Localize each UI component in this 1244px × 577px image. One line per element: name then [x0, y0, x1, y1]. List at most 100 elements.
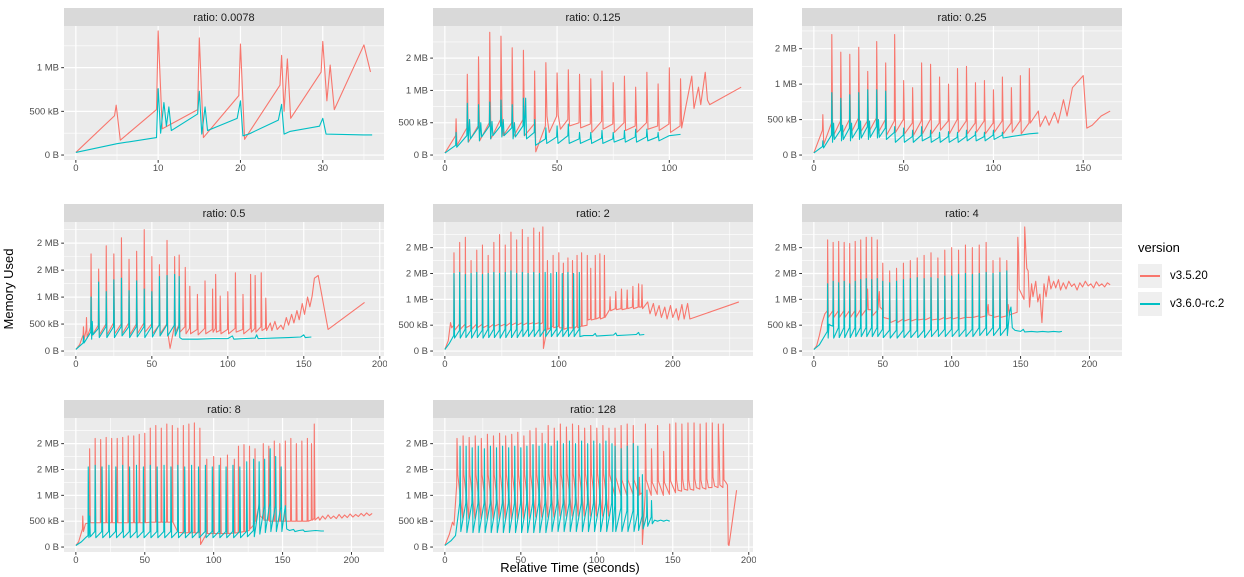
- facet-title: ratio: 0.0078: [193, 12, 254, 24]
- y-tick-label: 1 MB: [406, 490, 428, 501]
- y-tick-label: 2 MB: [37, 464, 59, 475]
- legend-key-line-icon: [1138, 292, 1162, 316]
- x-tick-label: 0: [442, 163, 447, 174]
- series-line-v3.6.0-rc.2: [444, 97, 681, 154]
- facet-ratio-128: ratio: 128 0 50 100 150 200 0 B 500 kB 1 MB 2 MB 2…: [387, 400, 756, 572]
- legend-entry: v3.6.0-rc.2: [1138, 292, 1224, 316]
- x-tick-label: 50: [898, 163, 909, 174]
- x-tick-label: 30: [317, 163, 328, 174]
- y-tick-label: 2 MB: [406, 268, 428, 279]
- x-tick-label: 50: [552, 163, 563, 174]
- y-tick-label: 2 MB: [775, 268, 797, 279]
- series-line-v3.6.0-rc.2: [444, 440, 670, 546]
- x-tick-label: 0: [73, 359, 78, 370]
- facet-ratio-2: ratio: 2 0 100 200 0 B 500 kB 1 MB 2 MB 2 MB: [387, 204, 756, 376]
- y-axis-title: Memory Used: [1, 248, 16, 329]
- y-tick-label: 500 kB: [398, 118, 428, 129]
- y-tick-label: 500 kB: [767, 320, 797, 331]
- facet-strip: [64, 400, 384, 418]
- y-tick-label: 2 MB: [37, 238, 59, 249]
- facet-strip: [433, 204, 753, 222]
- facet-strip: [64, 8, 384, 26]
- x-tick-label: 150: [665, 555, 681, 566]
- facet-ratio-4: ratio: 4 0 50 100 150 200 0 B 500 kB 1 MB 2 MB 2 M…: [756, 204, 1125, 376]
- x-tick-label: 200: [1082, 359, 1098, 370]
- x-tick-label: 100: [220, 359, 236, 370]
- y-tick-label: 2 MB: [406, 53, 428, 64]
- x-tick-label: 100: [944, 359, 960, 370]
- series-line-v3.6.0-rc.2: [813, 270, 1063, 350]
- x-tick-label: 100: [551, 359, 567, 370]
- x-tick-label: 150: [1013, 359, 1029, 370]
- x-axis-title: Relative Time (seconds): [500, 560, 640, 575]
- facet-ratio-0.5: ratio: 0.5 0 50 100 150 200 0 B 500 kB 1 MB 2 MB 2…: [18, 204, 387, 376]
- series-line-v3.5.20: [444, 422, 738, 547]
- x-tick-label: 100: [206, 555, 222, 566]
- y-tick-label: 2 MB: [37, 265, 59, 276]
- x-tick-label: 100: [986, 163, 1002, 174]
- x-tick-label: 0: [73, 163, 78, 174]
- facet-title: ratio: 128: [570, 404, 616, 416]
- y-tick-label: 500 kB: [398, 320, 428, 331]
- y-tick-label: 2 MB: [406, 243, 428, 254]
- y-tick-label: 2 MB: [406, 464, 428, 475]
- x-tick-label: 150: [296, 359, 312, 370]
- facet-title: ratio: 2: [576, 208, 610, 220]
- panel: [64, 222, 384, 356]
- series-line-v3.5.20: [444, 226, 740, 350]
- x-tick-label: 20: [235, 163, 246, 174]
- x-tick-label: 150: [1075, 163, 1091, 174]
- x-tick-label: 50: [877, 359, 888, 370]
- facet-title: ratio: 4: [945, 208, 979, 220]
- x-tick-label: 0: [811, 359, 816, 370]
- y-tick-label: 0 B: [783, 346, 797, 357]
- y-tick-label: 500 kB: [29, 516, 59, 527]
- x-tick-label: 50: [147, 359, 158, 370]
- facet-ratio-8: ratio: 8 0 50 100 150 200 0 B 500 kB 1 MB 2 MB 2 M…: [18, 400, 387, 572]
- facet-strip: [802, 204, 1122, 222]
- series-line-v3.6.0-rc.2: [75, 273, 312, 350]
- x-tick-label: 200: [372, 359, 387, 370]
- y-tick-label: 1 MB: [37, 292, 59, 303]
- legend-key-line-icon: [1138, 264, 1162, 288]
- panel: [64, 26, 384, 160]
- x-tick-label: 200: [665, 359, 681, 370]
- facet-ratio-0.25: ratio: 0.25 0 50 100 150 0 B 500 kB 1 MB 2 MB: [756, 8, 1125, 180]
- x-tick-label: 10: [153, 163, 164, 174]
- y-tick-label: 1 MB: [775, 294, 797, 305]
- panel: [433, 222, 753, 356]
- legend-entry-label: v3.5.20: [1170, 270, 1208, 282]
- series-line-v3.6.0-rc.2: [75, 88, 373, 153]
- y-tick-label: 1 MB: [775, 79, 797, 90]
- x-tick-label: 100: [661, 163, 677, 174]
- y-tick-label: 500 kB: [29, 106, 59, 117]
- x-tick-label: 0: [811, 163, 816, 174]
- facet-title: ratio: 0.25: [938, 12, 987, 24]
- legend-entries: v3.5.20 v3.6.0-rc.2: [1138, 264, 1224, 316]
- x-tick-label: 0: [442, 555, 447, 566]
- y-tick-label: 1 MB: [406, 85, 428, 96]
- x-tick-label: 50: [516, 555, 527, 566]
- x-tick-label: 0: [442, 359, 447, 370]
- panel: [433, 26, 753, 160]
- y-tick-label: 1 MB: [37, 63, 59, 74]
- facet-title: ratio: 8: [207, 404, 241, 416]
- facet-strip: [433, 8, 753, 26]
- legend-title: version: [1138, 240, 1180, 255]
- series-line-v3.5.20: [813, 33, 1111, 154]
- x-tick-label: 200: [344, 555, 360, 566]
- y-tick-label: 0 B: [783, 150, 797, 161]
- x-tick-label: 100: [589, 555, 605, 566]
- facet-title: ratio: 0.125: [565, 12, 620, 24]
- series-line-v3.6.0-rc.2: [444, 270, 645, 350]
- facet-title: ratio: 0.5: [203, 208, 246, 220]
- y-tick-label: 0 B: [45, 346, 59, 357]
- x-tick-label: 50: [139, 555, 150, 566]
- y-tick-label: 500 kB: [398, 516, 428, 527]
- facet-strip: [802, 8, 1122, 26]
- x-tick-label: 0: [73, 555, 78, 566]
- y-tick-label: 2 MB: [775, 243, 797, 254]
- facet-strip: [433, 400, 753, 418]
- y-tick-label: 2 MB: [37, 439, 59, 450]
